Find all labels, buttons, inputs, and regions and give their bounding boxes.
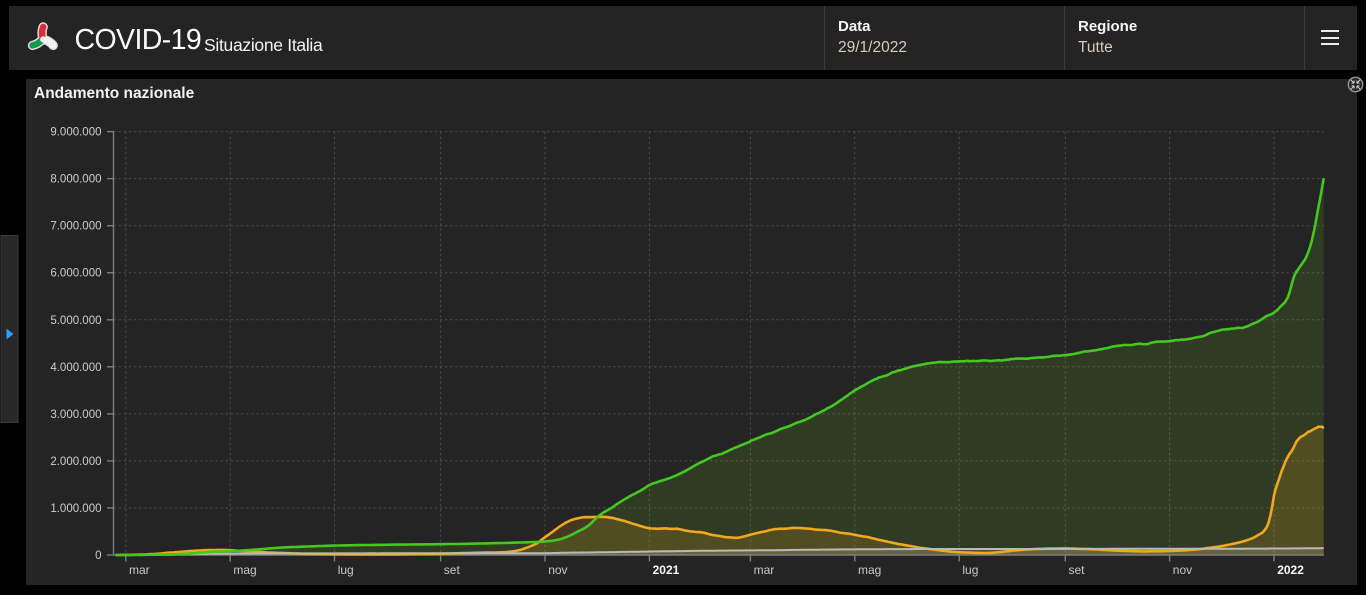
svg-text:1.000.000: 1.000.000 [50,503,101,515]
svg-text:mar: mar [754,563,775,577]
svg-text:6.000.000: 6.000.000 [50,268,101,280]
svg-text:4.000.000: 4.000.000 [50,362,101,374]
svg-text:set: set [444,563,461,577]
svg-text:mag: mag [858,563,881,577]
svg-text:nov: nov [548,563,567,577]
svg-text:lug: lug [962,563,978,577]
svg-text:7.000.000: 7.000.000 [50,221,101,233]
svg-text:mar: mar [129,563,150,577]
svg-text:lug: lug [338,563,354,577]
svg-text:8.000.000: 8.000.000 [50,174,101,186]
svg-text:2021: 2021 [653,563,680,577]
svg-text:2022: 2022 [1277,563,1304,577]
svg-text:0: 0 [95,550,101,562]
svg-text:set: set [1069,563,1086,577]
svg-text:2.000.000: 2.000.000 [50,456,101,468]
svg-text:mag: mag [233,563,256,577]
svg-text:3.000.000: 3.000.000 [50,409,101,421]
svg-text:5.000.000: 5.000.000 [50,315,101,327]
svg-text:9.000.000: 9.000.000 [50,127,101,139]
svg-text:nov: nov [1173,563,1192,577]
